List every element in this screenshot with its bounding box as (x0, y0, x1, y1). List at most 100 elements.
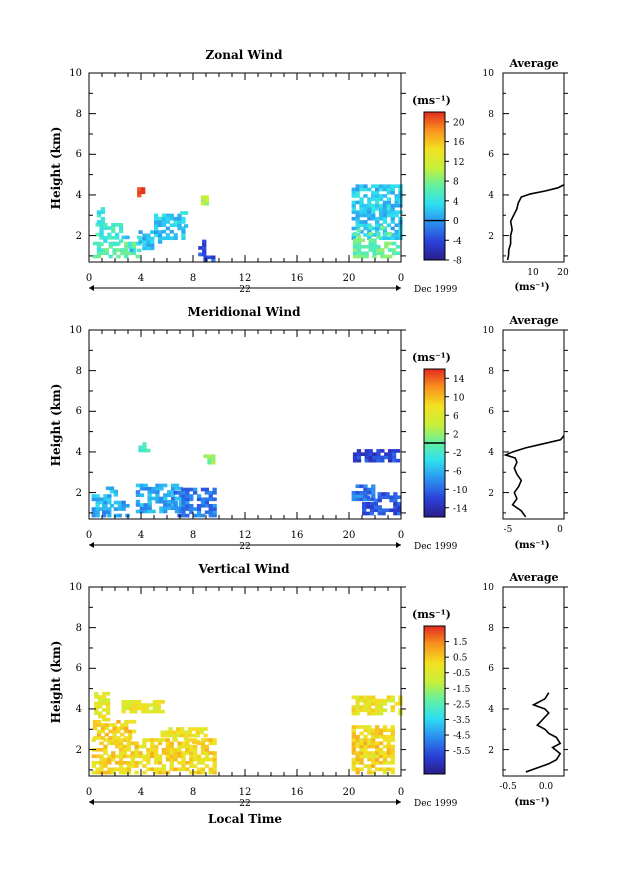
vertical-heatmap-cell (169, 751, 174, 755)
meridional-heatmap-cell (393, 498, 398, 503)
vertical-heatmap-cell (386, 751, 391, 755)
vertical-heatmap-cell (203, 727, 208, 731)
vertical-heatmap-cell (375, 728, 380, 733)
vertical-heatmap-cell (154, 751, 159, 755)
zonal-heatmap-cell (352, 231, 358, 236)
vertical-heatmap-cell (116, 726, 121, 731)
vertical-heatmap-cell (154, 767, 159, 772)
meridional-heatmap-cell (174, 483, 180, 488)
meridional-heatmap-cell (189, 503, 194, 508)
zonal-heatmap-cell (103, 226, 108, 230)
meridional-heatmap-cell (364, 455, 369, 460)
vertical-heatmap-cell (134, 744, 139, 749)
zonal-heatmap-cell (165, 216, 170, 221)
vertical-heatmap-cell (371, 741, 376, 746)
zonal-ytick-8: 8 (76, 109, 82, 120)
vertical-heatmap-cell (100, 729, 105, 734)
vertical-heatmap-cell (378, 705, 384, 709)
vertical-heatmap-cell (375, 757, 380, 762)
zonal-heatmap-cell (351, 187, 356, 192)
zonal-heatmap-cell (360, 244, 365, 249)
meridional-heatmap-cell (178, 503, 183, 507)
vertical-ytick-2: 2 (76, 745, 82, 756)
meridional-heatmap-cell (208, 494, 213, 498)
mavg-ytick-4: 4 (488, 448, 494, 458)
zonal-heatmap-cell (382, 184, 388, 189)
vertical-heatmap-cell (200, 744, 206, 749)
zonal-heatmap-cell (378, 216, 384, 221)
zonal-heatmap-cell (211, 255, 216, 260)
zonal-heatmap-cell (104, 248, 109, 252)
zonal-heatmap-cell (150, 236, 155, 241)
vertical-heatmap-cell (98, 704, 103, 709)
vertical-heatmap-cell (154, 744, 159, 749)
vertical-heatmap-cell (351, 734, 356, 739)
vertical-heatmap-cell (115, 760, 120, 765)
meridional-heatmap-cell (135, 493, 141, 498)
zonal-heatmap-cell (115, 242, 120, 247)
meridional-heatmap-cell (189, 487, 194, 492)
meridional-colorbar-label: 10 (453, 393, 465, 403)
zonal-heatmap-cell (363, 207, 368, 211)
vertical-heatmap-cell (100, 726, 105, 731)
zonal-heatmap-cell (390, 184, 395, 189)
meridional-heatmap-cell (91, 507, 96, 511)
vertical-heatmap-cell (371, 764, 376, 768)
vertical-heatmap-cell (157, 767, 163, 772)
vertical-heatmap-cell (142, 744, 147, 749)
zonal-heatmap-cell (157, 220, 163, 224)
zonal-heatmap-cell (364, 254, 369, 259)
meridional-heatmap-cell (352, 452, 358, 456)
meridional-heatmap-cell (380, 449, 385, 453)
zonal-heatmap-cell (355, 226, 360, 231)
zonal-heatmap-cell (111, 222, 116, 227)
vertical-heatmap-cell (173, 757, 178, 762)
vertical-heatmap-cell (138, 760, 143, 765)
zonal-heatmap-cell (371, 210, 376, 215)
vertical-heatmap-cell (382, 725, 388, 729)
vertical-heatmap-cell (100, 723, 105, 727)
meridional-heatmap-cell (107, 494, 112, 498)
vertical-heatmap-cell (355, 744, 360, 749)
meridional-xtick-8: 8 (190, 530, 196, 541)
vertical-heatmap-cell (367, 770, 372, 775)
vertical-heatmap-cell (116, 719, 121, 724)
zonal-heatmap-cell (355, 233, 360, 237)
vertical-heatmap-cell (124, 736, 129, 740)
meridional-heatmap-cell (189, 494, 194, 498)
meridional-heatmap-cell (117, 507, 122, 511)
vertical-heatmap-cell (193, 754, 198, 759)
vertical-heatmap-cell (196, 757, 202, 762)
meridional-heatmap-cell (185, 503, 190, 508)
zonal-heatmap-cell (173, 233, 178, 237)
vertical-heatmap-cell (116, 729, 121, 734)
vertical-heatmap-cell (154, 770, 159, 775)
vertical-heatmap-cell (351, 747, 356, 752)
zonal-heatmap-cell (92, 254, 98, 259)
zonal-date-text: Dec 1999 (414, 285, 458, 295)
zonal-heatmap-cell (125, 235, 130, 240)
meridional-heatmap-cell (155, 490, 160, 494)
vertical-heatmap-cell (157, 741, 163, 746)
vertical-heatmap-cell (165, 741, 170, 746)
meridional-colorbar-label: 6 (453, 412, 459, 422)
zonal-heatmap-cell (384, 231, 389, 236)
vertical-heatmap-cell (118, 760, 124, 765)
vertical-xtick-4: 4 (138, 787, 144, 798)
meridional-heatmap-cell (99, 497, 104, 502)
zonal-heatmap-cell (154, 230, 159, 234)
meridional-heatmap-cell (113, 489, 118, 494)
meridional-heatmap-cell (143, 506, 148, 511)
meridional-heatmap-cell (380, 458, 385, 463)
vertical-heatmap-cell (134, 751, 139, 755)
vertical-heatmap-cell (200, 741, 206, 746)
zonal-heatmap-cell (128, 251, 133, 256)
vertical-heatmap-cell (96, 736, 102, 740)
vertical-heatmap-cell (111, 741, 116, 746)
meridional-heatmap-cell (212, 497, 217, 502)
vertical-heatmap-cell (99, 767, 104, 772)
zonal-heatmap-cell (165, 220, 170, 224)
meridional-heatmap-cell (91, 510, 96, 515)
meridional-heatmap-cell (359, 490, 364, 495)
meridional-heatmap-cell (163, 493, 168, 498)
